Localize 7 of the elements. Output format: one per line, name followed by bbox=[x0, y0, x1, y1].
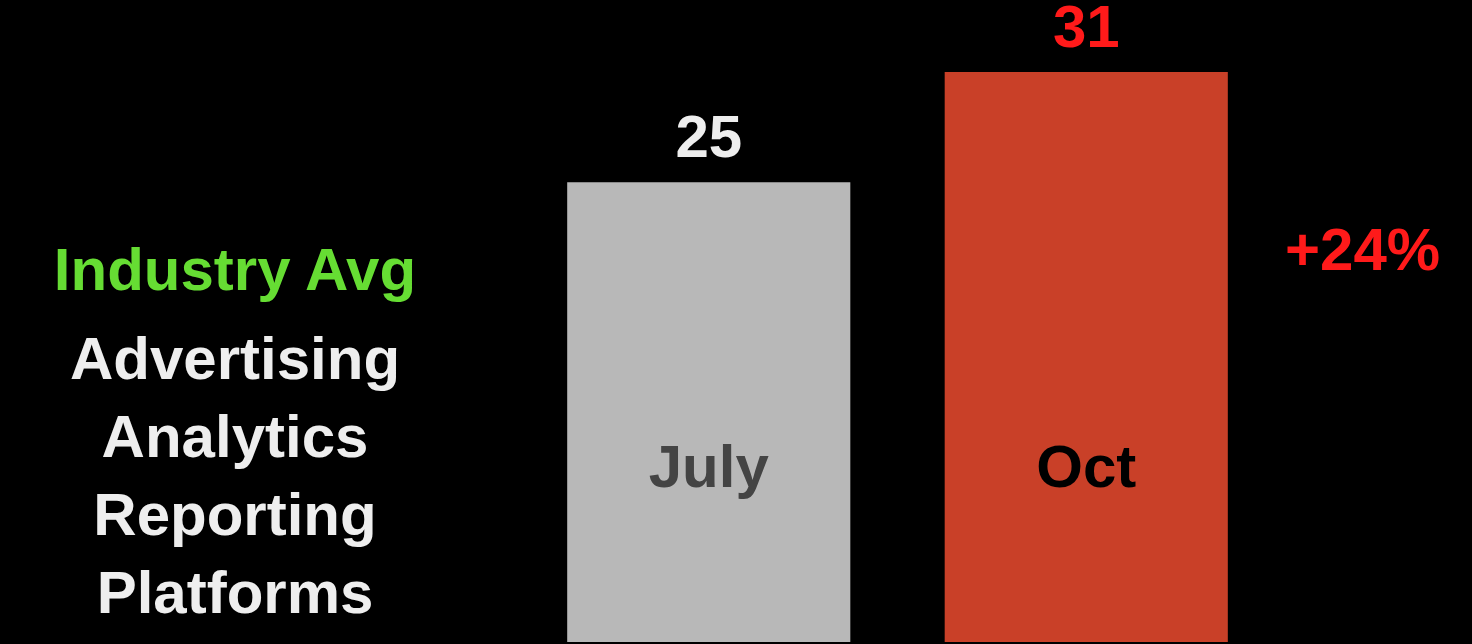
data-label: 31 bbox=[1052, 0, 1120, 60]
text: Industry Avg bbox=[52, 235, 418, 304]
text: Advertising Analytics Reporting Platforms bbox=[68, 324, 402, 628]
text: +24% bbox=[1285, 215, 1441, 284]
data-label: 25 bbox=[675, 102, 743, 170]
x-tick-label: Oct bbox=[1036, 432, 1137, 500]
x-tick-label: July bbox=[648, 432, 770, 500]
